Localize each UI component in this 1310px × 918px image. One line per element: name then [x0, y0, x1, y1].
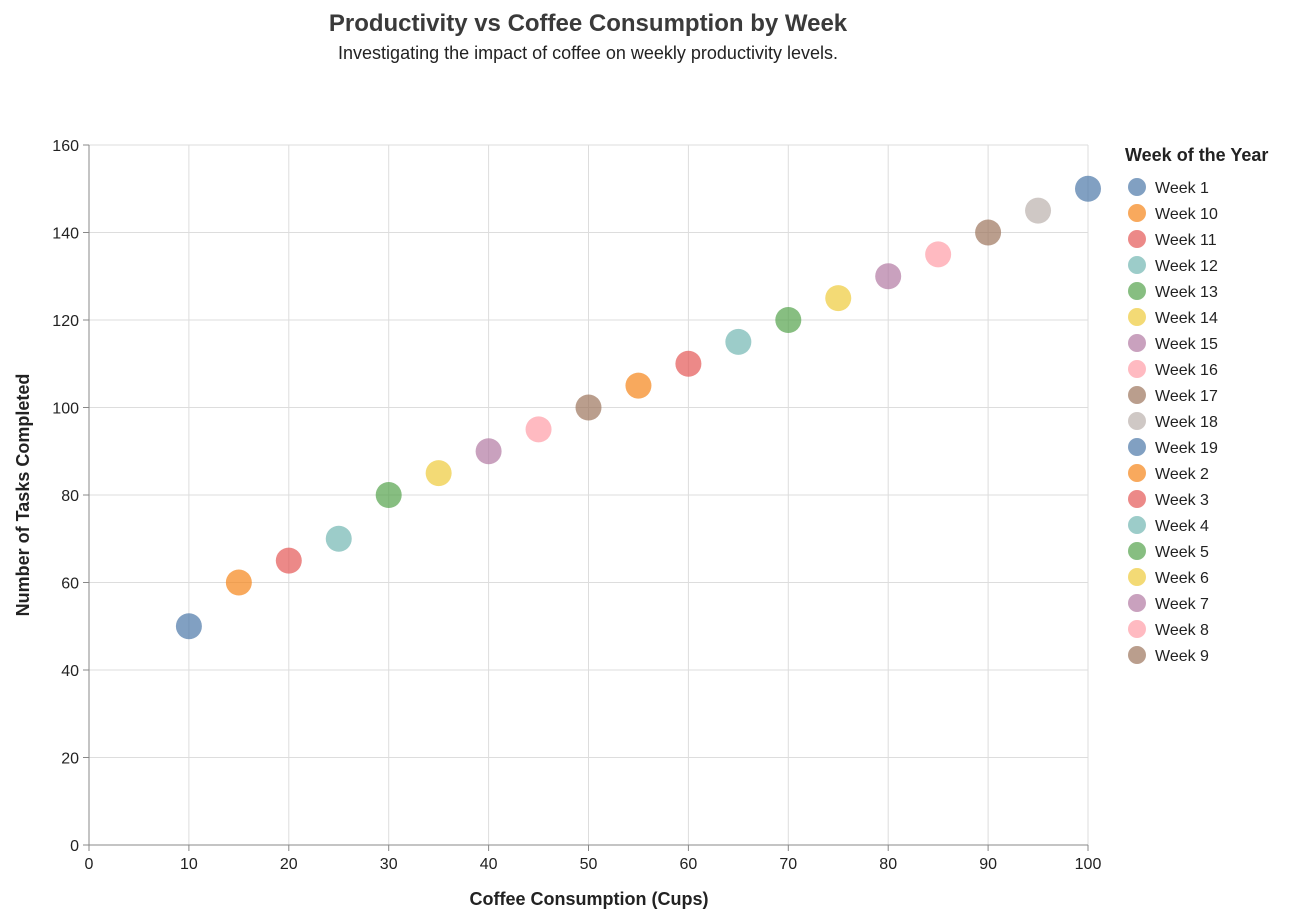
legend-label: Week 3	[1155, 492, 1209, 509]
legend-label: Week 16	[1155, 362, 1218, 379]
data-point	[1075, 175, 1101, 202]
legend-title: Week of the Year	[1125, 145, 1268, 165]
y-tick-label: 20	[61, 751, 79, 768]
legend-swatch	[1128, 178, 1146, 196]
y-axis-title: Number of Tasks Completed	[13, 374, 33, 617]
legend-label: Week 17	[1155, 388, 1218, 405]
y-tick-label: 120	[52, 313, 79, 330]
legend-swatch	[1128, 516, 1146, 534]
legend-label: Week 4	[1155, 518, 1209, 535]
data-point	[775, 307, 802, 333]
data-point	[525, 416, 552, 443]
x-tick-label: 50	[580, 856, 598, 873]
legend-swatch	[1128, 464, 1146, 482]
data-point	[925, 241, 952, 268]
legend-label: Week 2	[1155, 466, 1209, 483]
legend-label: Week 1	[1155, 180, 1209, 197]
x-tick-label: 40	[480, 856, 498, 873]
data-point	[575, 394, 602, 421]
data-point	[975, 219, 1002, 246]
legend-swatch	[1128, 412, 1146, 430]
legend-label: Week 13	[1155, 284, 1218, 301]
y-tick-label: 140	[52, 226, 79, 243]
x-tick-label: 60	[680, 856, 698, 873]
x-axis-title: Coffee Consumption (Cups)	[470, 889, 709, 909]
legend-swatch	[1128, 360, 1146, 378]
data-point	[475, 438, 502, 465]
data-point	[275, 547, 302, 574]
x-tick-label: 80	[879, 856, 897, 873]
x-tick-label: 10	[180, 856, 198, 873]
x-tick-label: 0	[85, 856, 94, 873]
y-tick-label: 80	[61, 488, 79, 505]
legend-label: Week 6	[1155, 570, 1209, 587]
data-point	[825, 285, 852, 312]
legend-label: Week 9	[1155, 648, 1209, 665]
legend-swatch	[1128, 542, 1146, 560]
data-point	[625, 372, 652, 399]
x-tick-label: 70	[779, 856, 797, 873]
x-tick-label: 30	[380, 856, 398, 873]
legend-label: Week 14	[1155, 310, 1218, 327]
legend-swatch	[1128, 334, 1146, 352]
data-point	[375, 482, 402, 508]
chart-title: Productivity vs Coffee Consumption by We…	[329, 10, 848, 37]
legend-swatch	[1128, 620, 1146, 638]
legend-swatch	[1128, 230, 1146, 248]
legend-label: Week 15	[1155, 336, 1218, 353]
legend-swatch	[1128, 282, 1146, 300]
data-point	[325, 525, 352, 552]
x-tick-label: 100	[1075, 856, 1102, 873]
legend-label: Week 18	[1155, 414, 1218, 431]
data-point	[725, 328, 752, 355]
legend-label: Week 10	[1155, 206, 1218, 223]
legend: Week of the Year Week 1 Week 10 Week 11 Wee…	[1125, 145, 1268, 665]
legend-label: Week 7	[1155, 596, 1209, 613]
legend-swatch	[1128, 568, 1146, 586]
y-tick-label: 60	[61, 576, 79, 593]
x-tick-label: 90	[979, 856, 997, 873]
data-point	[175, 613, 202, 640]
chart-subtitle: Investigating the impact of coffee on we…	[338, 43, 838, 63]
legend-label: Week 8	[1155, 622, 1209, 639]
data-point	[675, 350, 702, 377]
data-point	[225, 569, 252, 596]
axes: 0 10 20 30 40 50 60 70 80 90 100 0 20 40 60 80 100 120 140…	[52, 138, 1101, 873]
legend-label: Week 19	[1155, 440, 1218, 457]
y-tick-label: 0	[70, 838, 79, 855]
data-points	[175, 175, 1101, 640]
legend-swatch	[1128, 646, 1146, 664]
legend-label: Week 11	[1155, 232, 1217, 249]
legend-swatch	[1128, 256, 1146, 274]
y-tick-label: 40	[61, 663, 79, 680]
legend-swatch	[1128, 594, 1146, 612]
legend-swatch	[1128, 204, 1146, 222]
legend-label: Week 12	[1155, 258, 1218, 275]
legend-swatch	[1128, 386, 1146, 404]
data-point	[875, 263, 902, 290]
legend-swatch	[1128, 308, 1146, 326]
legend-swatch	[1128, 490, 1146, 508]
data-point	[1025, 197, 1052, 224]
legend-swatch	[1128, 438, 1146, 456]
y-tick-label: 160	[52, 138, 79, 155]
legend-label: Week 5	[1155, 544, 1209, 561]
y-tick-label: 100	[52, 401, 79, 418]
data-point	[425, 460, 452, 487]
x-tick-label: 20	[280, 856, 298, 873]
